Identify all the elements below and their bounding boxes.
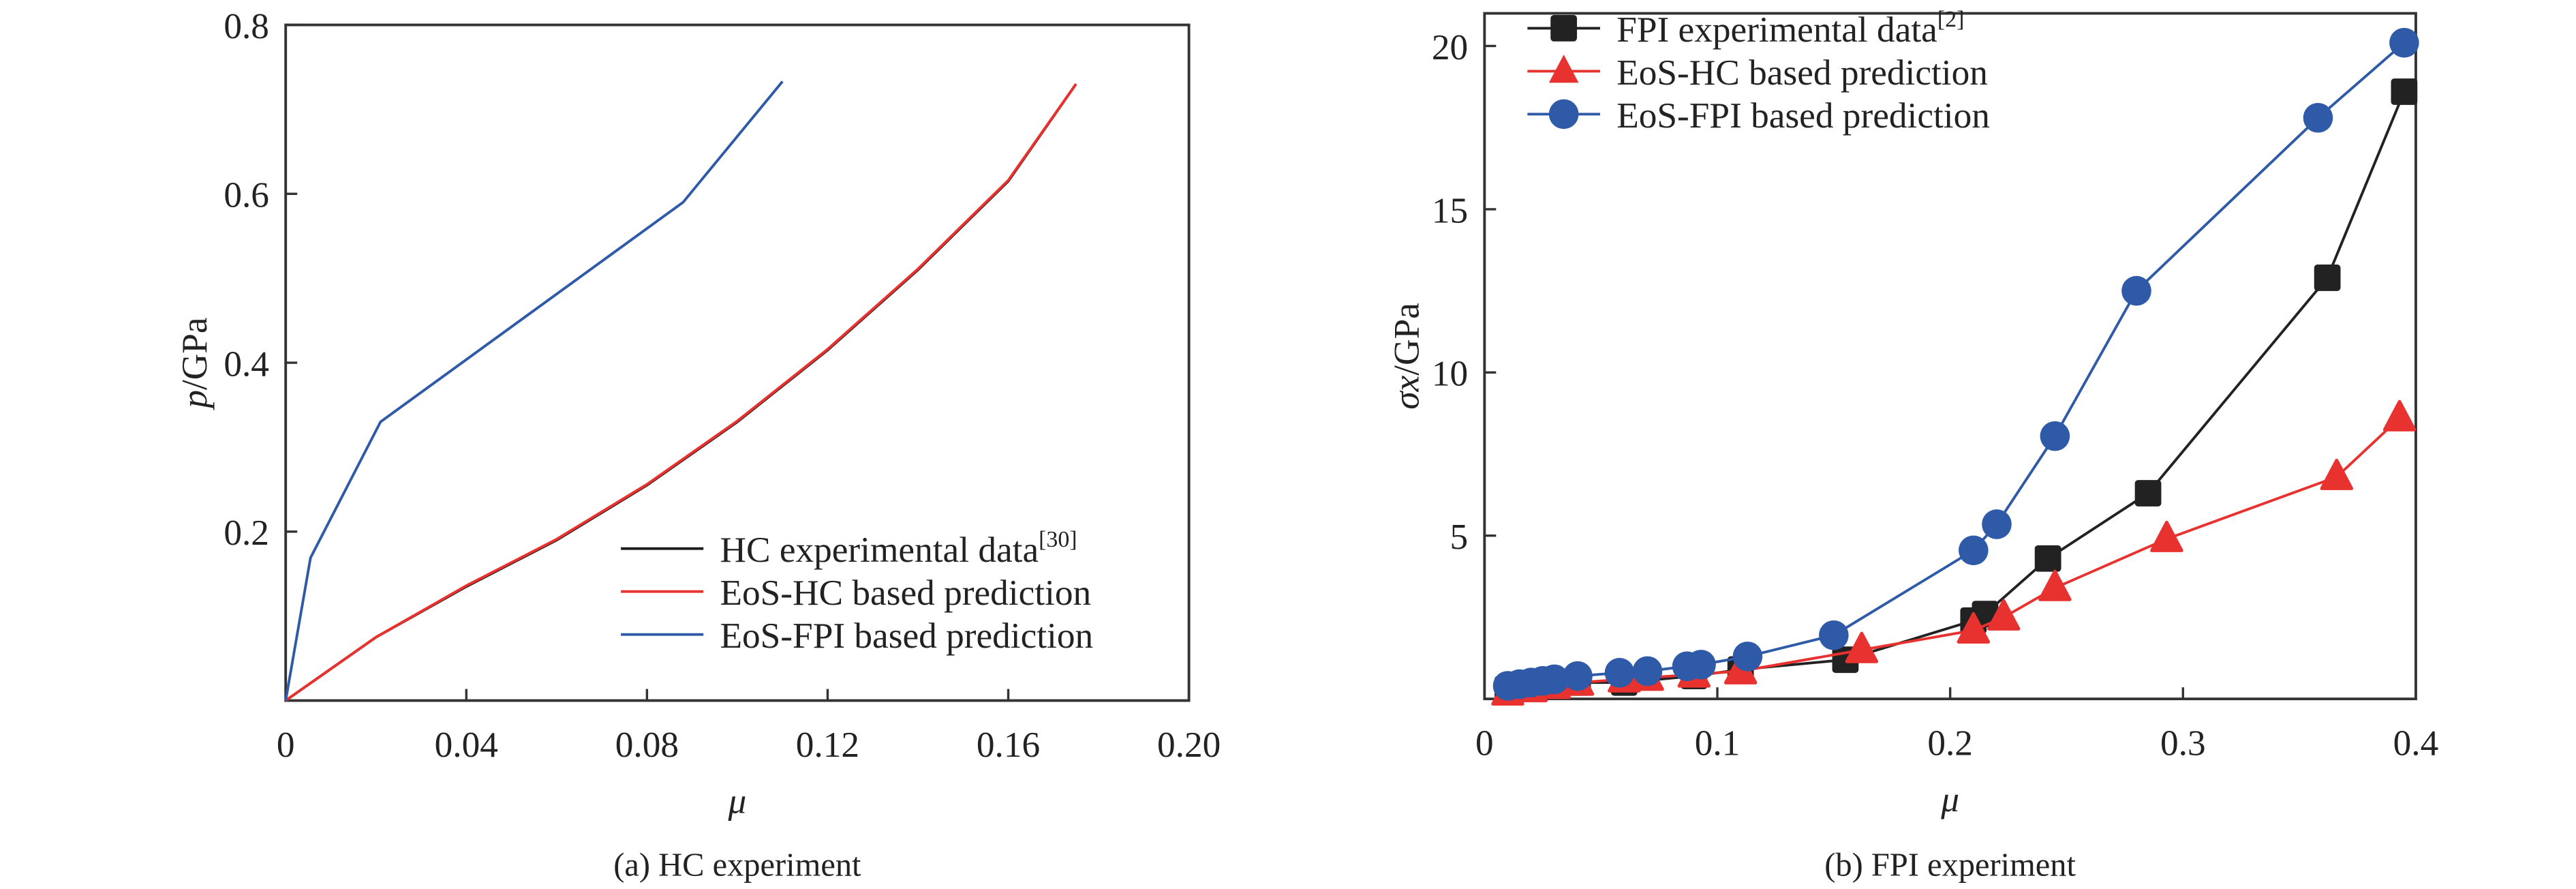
x-tick-label: 0 (1475, 723, 1494, 764)
triangle-marker (2038, 569, 2072, 601)
x-axis-label: μ (728, 781, 747, 821)
panel-caption: (a) HC experiment (613, 847, 861, 883)
panel-hc-experiment: 0 0.04 0.08 0.12 0.16 0.20 0.2 0.4 0.6 0.8 μ p/GPa (… (174, 6, 1221, 884)
circle-marker (1959, 535, 1989, 566)
y-tick-label: 15 (1432, 190, 1468, 230)
y-axis-label: p/GPa (174, 317, 215, 410)
circle-marker (1819, 620, 1849, 650)
series-line-2 (1507, 42, 2406, 687)
legend-circle-marker (1548, 99, 1579, 130)
legend-entry-0: HC experimental data[30] (720, 527, 1077, 570)
circle-marker (1539, 664, 1569, 695)
x-tick-label: 0.04 (435, 725, 498, 765)
circle-marker (1732, 642, 1763, 672)
legend-entry-2: EoS-FPI based prediction (1616, 95, 1990, 136)
square-marker (2034, 545, 2061, 572)
y-axis-label-symbol: σx (1386, 375, 1426, 409)
x-axis-label: μ (1940, 779, 1959, 819)
y-tick-label: 0.6 (224, 175, 269, 215)
circle-marker (2040, 421, 2070, 451)
circle-marker (1686, 650, 1716, 680)
x-tick-label: 0.3 (2160, 723, 2206, 764)
y-axis-label-unit: /GPa (1386, 303, 1426, 376)
series-line-1 (285, 83, 1077, 702)
legend-entry-1: EoS-HC based prediction (1616, 52, 1988, 93)
square-marker (2134, 480, 2162, 507)
panel-caption: (b) FPI experiment (1824, 847, 2076, 883)
legend-superscript: [2] (1937, 7, 1965, 32)
circle-marker (2303, 103, 2333, 133)
legend-superscript: [30] (1039, 527, 1077, 552)
triangle-marker (1845, 631, 1879, 663)
x-tick-label: 0.1 (1695, 723, 1741, 764)
triangle-marker (1957, 612, 1991, 644)
legend-label: FPI experimental data (1616, 10, 1937, 50)
legend-entry-1: EoS-HC based prediction (720, 573, 1091, 613)
square-marker (2314, 265, 2341, 291)
triangle-marker (2382, 400, 2417, 432)
triangle-marker (2150, 520, 2183, 552)
series-line-2 (284, 80, 784, 701)
x-tick-label: 0.08 (615, 725, 679, 765)
y-axis-label-unit: /GPa (174, 317, 215, 390)
panel-fpi-experiment: 0 0.1 0.2 0.3 0.4 5 10 15 20 μ σx/GPa (b) FPI exper… (1386, 7, 2438, 883)
circle-marker (2389, 27, 2419, 58)
legend-triangle-marker (1548, 55, 1579, 83)
x-tick-label: 0.20 (1157, 725, 1221, 765)
circle-marker (1563, 661, 1593, 691)
legend-entry-0: FPI experimental data[2] (1616, 7, 1964, 50)
series-line-1 (1507, 417, 2401, 694)
legend-label: EoS-FPI based prediction (1616, 95, 1990, 136)
circle-marker (1982, 509, 2012, 539)
circle-marker (1604, 658, 1635, 688)
y-tick-label: 0.8 (224, 6, 269, 46)
y-tick-label: 5 (1450, 517, 1468, 557)
circle-marker (2121, 275, 2151, 306)
series-line-0 (1507, 91, 2406, 691)
legend-label: HC experimental data (720, 530, 1039, 570)
triangle-marker (1987, 599, 2021, 631)
triangle-marker (2320, 458, 2354, 490)
x-tick-label: 0.16 (977, 725, 1040, 765)
legend-square-marker (1550, 15, 1578, 42)
legend-entry-2: EoS-FPI based prediction (720, 616, 1093, 656)
legend-label: EoS-HC based prediction (720, 573, 1091, 613)
y-axis-label-symbol: p (174, 390, 215, 411)
y-tick-label: 20 (1432, 27, 1468, 67)
y-axis-label: σx/GPa (1386, 303, 1426, 410)
square-marker (2391, 78, 2418, 105)
circle-marker (1632, 656, 1663, 687)
x-tick-label: 0.12 (796, 725, 859, 765)
y-tick-label: 10 (1432, 354, 1468, 394)
y-tick-label: 0.4 (224, 344, 269, 384)
legend-label: EoS-HC based prediction (1616, 52, 1988, 93)
x-tick-label: 0.4 (2393, 723, 2439, 764)
x-tick-label: 0.2 (1927, 723, 1973, 764)
y-tick-label: 0.2 (224, 513, 269, 553)
x-tick-label: 0 (277, 725, 295, 765)
legend-label: EoS-FPI based prediction (720, 616, 1093, 656)
